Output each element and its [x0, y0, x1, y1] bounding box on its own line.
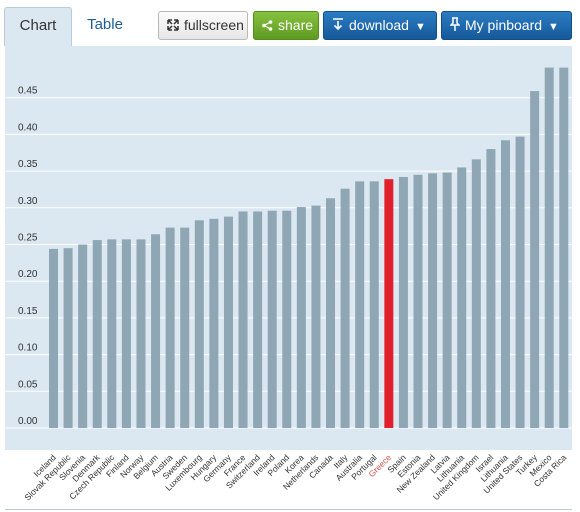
- y-tick-label: 0.35: [18, 159, 38, 170]
- y-tick-label: 0.25: [18, 233, 38, 244]
- bar: [238, 211, 248, 428]
- bar: [515, 136, 525, 429]
- bar: [253, 211, 263, 428]
- category-labels-area: [5, 450, 572, 510]
- bottom-divider: [5, 509, 572, 510]
- pinboard-label: My pinboard: [465, 17, 543, 33]
- chart-toolbar: Chart Table fullscreen share download ▼ M…: [0, 0, 580, 46]
- y-tick-label: 0.00: [18, 416, 38, 427]
- share-label: share: [278, 17, 314, 33]
- pinboard-button[interactable]: My pinboard ▼: [441, 11, 572, 40]
- bar: [530, 91, 540, 429]
- bar: [369, 181, 379, 428]
- bar: [121, 239, 131, 428]
- bar: [471, 159, 481, 428]
- bar: [107, 239, 117, 428]
- bar: [355, 181, 365, 428]
- tab-chart[interactable]: Chart: [4, 7, 72, 46]
- y-tick-label: 0.45: [18, 86, 38, 97]
- bar: [282, 210, 292, 428]
- pin-icon: [449, 13, 461, 40]
- bar: [442, 172, 452, 428]
- chevron-down-icon: ▼: [414, 21, 426, 33]
- tab-table[interactable]: Table: [87, 16, 123, 33]
- bar: [311, 205, 321, 428]
- y-tick-label: 0.05: [18, 379, 38, 390]
- bar: [326, 198, 336, 428]
- y-tick-label: 0.15: [18, 306, 38, 317]
- bar: [92, 240, 102, 428]
- y-tick-label: 0.30: [18, 196, 38, 207]
- chevron-down-icon: ▼: [548, 21, 559, 33]
- y-tick-label: 0.40: [18, 122, 38, 133]
- bar: [457, 167, 467, 428]
- expand-icon: [167, 13, 179, 40]
- bar: [413, 174, 423, 428]
- download-button[interactable]: download ▼: [323, 11, 437, 40]
- bar: [486, 149, 496, 428]
- bar: [49, 248, 58, 428]
- bar: [165, 227, 175, 428]
- bar: [223, 216, 233, 428]
- bar: [267, 210, 277, 428]
- download-label: download: [349, 17, 409, 33]
- bar: [296, 207, 306, 428]
- bar: [78, 244, 88, 428]
- bar: [136, 239, 146, 428]
- bar: [428, 173, 438, 428]
- share-button[interactable]: share: [253, 11, 319, 40]
- y-tick-label: 0.20: [18, 269, 38, 280]
- fullscreen-label: fullscreen: [184, 17, 244, 33]
- fullscreen-button[interactable]: fullscreen: [158, 11, 248, 40]
- bar: [559, 67, 569, 428]
- bar: [209, 218, 219, 428]
- y-tick-label: 0.10: [18, 343, 38, 354]
- bar: [63, 248, 73, 428]
- bar: [500, 140, 510, 428]
- share-icon: [262, 13, 273, 40]
- bar: [398, 176, 408, 428]
- bar: [151, 234, 161, 428]
- bar: [384, 179, 394, 428]
- download-icon: [332, 13, 344, 40]
- bar: [340, 188, 350, 428]
- bar: [544, 67, 554, 428]
- bar: [194, 220, 204, 428]
- bar: [180, 227, 190, 428]
